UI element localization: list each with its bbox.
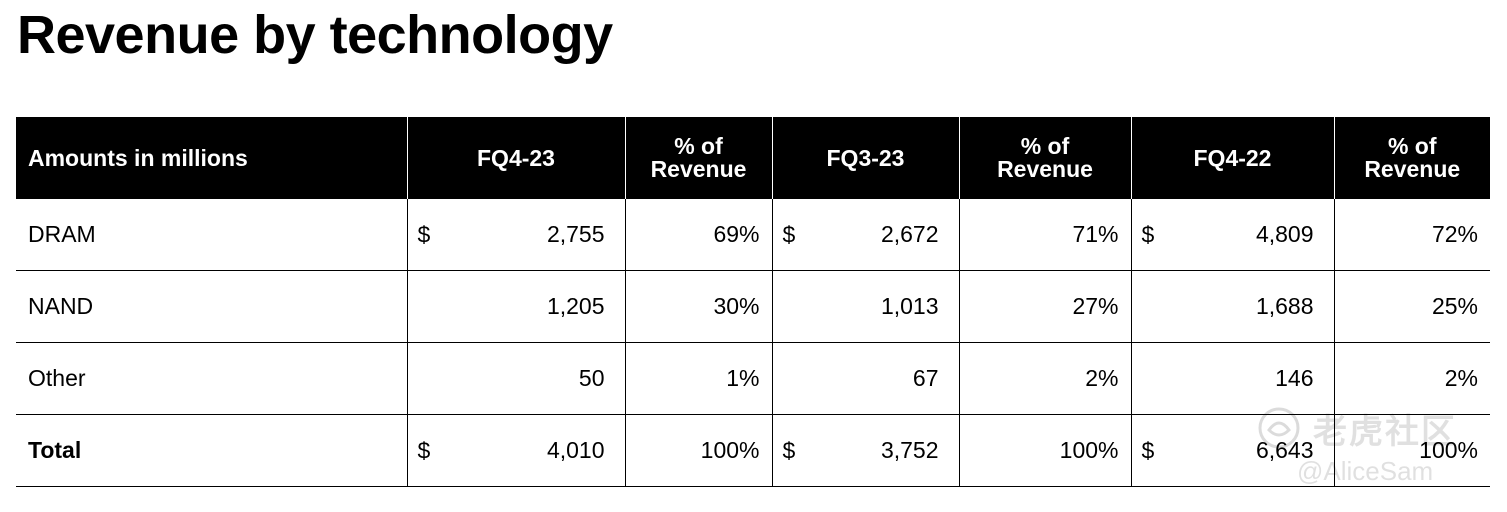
amount-cell: 146 — [1130, 342, 1334, 415]
currency-symbol: $ — [1141, 437, 1155, 463]
table-row: DRAM $2,755 69% $2,672 71% $4,809 72% — [16, 199, 1490, 271]
header-pct-fq3-23: % of Revenue — [958, 117, 1131, 199]
amount-value: 2,755 — [546, 221, 605, 247]
table-row: NAND 1,205 30% 1,013 27% 1,688 25% — [16, 270, 1490, 343]
amount-cell: $2,755 — [406, 199, 625, 271]
amount-value: 6,643 — [1255, 437, 1314, 463]
amount-value: 1,013 — [880, 293, 939, 319]
header-fq3-23: FQ3-23 — [771, 117, 959, 199]
amount-cell: $2,672 — [771, 199, 959, 271]
header-pct-fq4-23: % of Revenue — [624, 117, 772, 199]
header-fq4-22: FQ4-22 — [1130, 117, 1334, 199]
amount-cell: $3,752 — [771, 414, 959, 487]
currency-symbol: $ — [782, 221, 796, 247]
header-amounts: Amounts in millions — [16, 117, 407, 199]
percent-cell: 25% — [1333, 270, 1490, 343]
amount-cell: 1,013 — [771, 270, 959, 343]
amount-value: 2,672 — [880, 221, 939, 247]
row-label: Other — [16, 342, 407, 415]
amount-value: 4,809 — [1255, 221, 1314, 247]
revenue-table: Amounts in millions FQ4-23 % of Revenue … — [16, 117, 1490, 487]
amount-value: 1,205 — [546, 293, 605, 319]
table-row-total: Total $4,010 100% $3,752 100% $6,643 100… — [16, 414, 1490, 487]
percent-cell: 30% — [624, 270, 772, 343]
header-fq4-23: FQ4-23 — [406, 117, 625, 199]
amount-cell: 67 — [771, 342, 959, 415]
percent-cell: 2% — [958, 342, 1131, 415]
amount-cell: 50 — [406, 342, 625, 415]
percent-cell: 100% — [1333, 414, 1490, 487]
percent-cell: 72% — [1333, 199, 1490, 271]
percent-cell: 71% — [958, 199, 1131, 271]
amount-value: 4,010 — [546, 437, 605, 463]
percent-cell: 1% — [624, 342, 772, 415]
amount-value: 1,688 — [1255, 293, 1314, 319]
currency-symbol: $ — [417, 221, 431, 247]
amount-value: 50 — [578, 365, 605, 391]
amount-cell: $4,010 — [406, 414, 625, 487]
currency-symbol: $ — [417, 437, 431, 463]
amount-value: 146 — [1275, 365, 1314, 391]
percent-cell: 27% — [958, 270, 1131, 343]
currency-symbol: $ — [782, 437, 796, 463]
row-label: DRAM — [16, 199, 407, 271]
header-pct-fq4-22: % of Revenue — [1333, 117, 1490, 199]
table-row: Other 50 1% 67 2% 146 2% — [16, 342, 1490, 415]
page-title: Revenue by technology — [17, 5, 613, 65]
amount-cell: $4,809 — [1130, 199, 1334, 271]
percent-cell: 100% — [958, 414, 1131, 487]
amount-value: 67 — [912, 365, 939, 391]
table-header-row: Amounts in millions FQ4-23 % of Revenue … — [16, 117, 1490, 199]
percent-cell: 2% — [1333, 342, 1490, 415]
amount-cell: 1,205 — [406, 270, 625, 343]
row-label: Total — [16, 414, 407, 487]
amount-value: 3,752 — [880, 437, 939, 463]
percent-cell: 100% — [624, 414, 772, 487]
row-label: NAND — [16, 270, 407, 343]
amount-cell: $6,643 — [1130, 414, 1334, 487]
currency-symbol: $ — [1141, 221, 1155, 247]
amount-cell: 1,688 — [1130, 270, 1334, 343]
percent-cell: 69% — [624, 199, 772, 271]
